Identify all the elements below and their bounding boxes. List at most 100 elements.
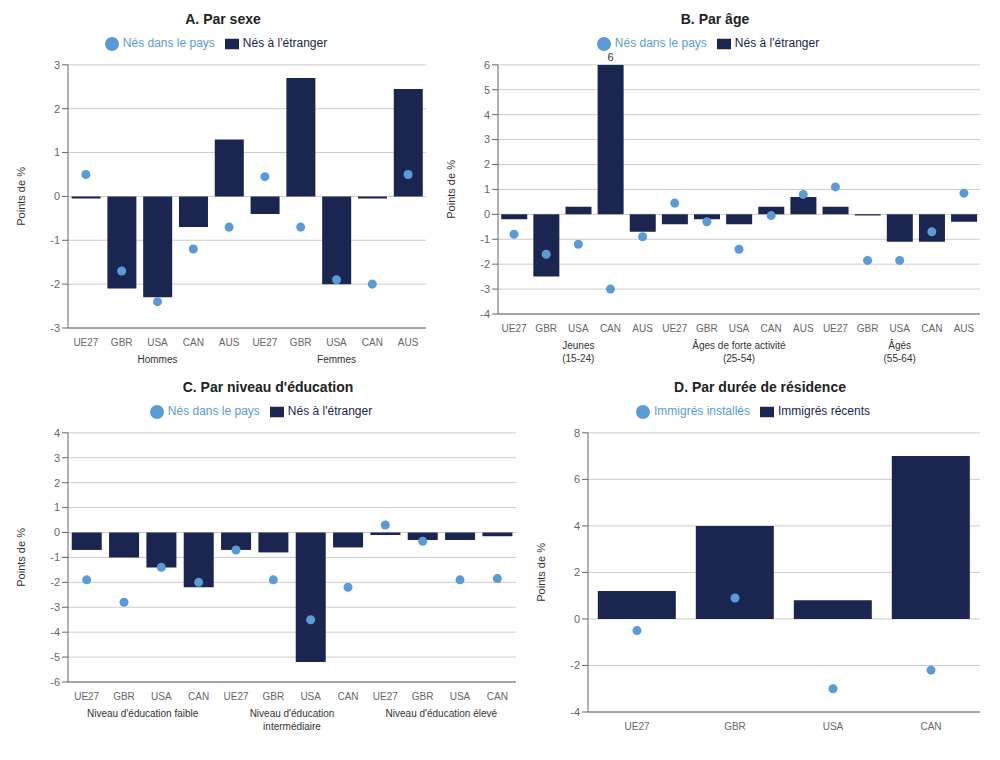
svg-text:-1: -1 — [480, 233, 490, 245]
svg-text:-2: -2 — [480, 258, 490, 270]
svg-text:-2: -2 — [570, 659, 580, 671]
svg-text:-4: -4 — [570, 706, 580, 718]
svg-text:UE27: UE27 — [662, 323, 687, 334]
svg-text:AUS: AUS — [632, 323, 653, 334]
svg-text:1: 1 — [484, 183, 490, 195]
html-text:Nés à l'étranger: Nés à l'étranger — [242, 36, 328, 50]
svg-text:-2: -2 — [50, 278, 60, 290]
svg-text:GBR: GBR — [111, 337, 133, 348]
svg-text:GBR: GBR — [535, 323, 557, 334]
svg-text:4: 4 — [54, 427, 60, 439]
svg-text:6: 6 — [574, 473, 580, 485]
svg-text:UE27: UE27 — [373, 691, 398, 702]
svg-text:4: 4 — [484, 109, 490, 121]
svg-text:2: 2 — [484, 158, 490, 170]
html-text:D. Par durée de résidence: D. Par durée de résidence — [674, 379, 846, 395]
svg-text:6: 6 — [484, 59, 490, 71]
svg-text:-4: -4 — [480, 308, 490, 320]
svg-text:USA: USA — [568, 323, 589, 334]
svg-text:CAN: CAN — [337, 691, 358, 702]
svg-text:2: 2 — [54, 103, 60, 115]
svg-text:CAN: CAN — [761, 323, 782, 334]
svg-text:-3: -3 — [50, 601, 60, 613]
svg-text:USA: USA — [300, 691, 321, 702]
svg-text:Points de %: Points de % — [15, 167, 27, 226]
svg-text:CAN: CAN — [362, 337, 383, 348]
svg-text:GBR: GBR — [696, 323, 718, 334]
svg-text:CAN: CAN — [188, 691, 209, 702]
html-text:C. Par niveau d'éducation: C. Par niveau d'éducation — [182, 379, 354, 395]
html-text:Nés dans le pays: Nés dans le pays — [122, 36, 215, 50]
svg-text:-2: -2 — [50, 576, 60, 588]
svg-text:-6: -6 — [50, 676, 60, 688]
svg-text:Âgés: Âgés — [888, 339, 911, 351]
svg-text:GBR: GBR — [262, 691, 284, 702]
svg-text:0: 0 — [54, 190, 60, 202]
svg-text:USA: USA — [147, 337, 168, 348]
svg-text:UE27: UE27 — [73, 337, 98, 348]
svg-text:2: 2 — [574, 566, 580, 578]
svg-text:CAN: CAN — [487, 691, 508, 702]
svg-text:8: 8 — [574, 427, 580, 439]
html-text:A. Par sexe: A. Par sexe — [185, 11, 261, 27]
svg-text:CAN: CAN — [600, 323, 621, 334]
svg-text:5: 5 — [484, 84, 490, 96]
svg-text:1: 1 — [54, 501, 60, 513]
svg-text:Niveau d'éducation: Niveau d'éducation — [250, 708, 335, 719]
svg-text:UE27: UE27 — [502, 323, 527, 334]
svg-text:GBR: GBR — [724, 721, 746, 732]
svg-text:Âges de forte activité: Âges de forte activité — [692, 339, 786, 351]
svg-text:UE27: UE27 — [624, 721, 649, 732]
svg-text:Points de %: Points de % — [535, 543, 547, 602]
svg-text:GBR: GBR — [290, 337, 312, 348]
svg-text:UE27: UE27 — [823, 323, 848, 334]
svg-text:GBR: GBR — [857, 323, 879, 334]
svg-text:USA: USA — [450, 691, 471, 702]
svg-text:6: 6 — [608, 51, 614, 63]
svg-text:4: 4 — [574, 520, 580, 532]
svg-text:Jeunes: Jeunes — [562, 340, 594, 351]
svg-text:Hommes: Hommes — [137, 354, 177, 365]
svg-text:0: 0 — [484, 208, 490, 220]
svg-text:AUS: AUS — [219, 337, 240, 348]
svg-text:-1: -1 — [50, 234, 60, 246]
svg-text:CAN: CAN — [183, 337, 204, 348]
svg-text:-3: -3 — [480, 283, 490, 295]
svg-text:Niveau d'éducation élevé: Niveau d'éducation élevé — [386, 708, 498, 719]
svg-text:-1: -1 — [50, 551, 60, 563]
svg-text:(15-24): (15-24) — [562, 353, 594, 364]
svg-text:2: 2 — [54, 477, 60, 489]
svg-text:CAN: CAN — [920, 721, 941, 732]
svg-text:USA: USA — [823, 721, 844, 732]
svg-text:-4: -4 — [50, 626, 60, 638]
svg-text:GBR: GBR — [412, 691, 434, 702]
svg-text:Niveau d'éducation faible: Niveau d'éducation faible — [87, 708, 199, 719]
svg-text:0: 0 — [54, 526, 60, 538]
svg-text:AUS: AUS — [793, 323, 814, 334]
svg-text:3: 3 — [54, 59, 60, 71]
svg-text:3: 3 — [54, 452, 60, 464]
svg-text:Femmes: Femmes — [317, 354, 356, 365]
svg-text:USA: USA — [326, 337, 347, 348]
svg-text:USA: USA — [729, 323, 750, 334]
svg-text:AUS: AUS — [954, 323, 975, 334]
svg-text:-5: -5 — [50, 651, 60, 663]
svg-text:CAN: CAN — [921, 323, 942, 334]
svg-text:Points de %: Points de % — [445, 160, 457, 219]
svg-text:GBR: GBR — [113, 691, 135, 702]
svg-text:AUS: AUS — [398, 337, 419, 348]
svg-text:UE27: UE27 — [74, 691, 99, 702]
svg-text:intermédiaire: intermédiaire — [263, 721, 321, 732]
svg-text:UE27: UE27 — [223, 691, 248, 702]
svg-text:-3: -3 — [50, 322, 60, 334]
svg-text:(25-54): (25-54) — [723, 353, 755, 364]
svg-text:1: 1 — [54, 146, 60, 158]
svg-text:0: 0 — [574, 613, 580, 625]
svg-text:USA: USA — [889, 323, 910, 334]
svg-text:(55-64): (55-64) — [884, 353, 916, 364]
html-text:B. Par âge: B. Par âge — [680, 11, 750, 27]
svg-text:USA: USA — [151, 691, 172, 702]
svg-text:3: 3 — [484, 133, 490, 145]
svg-text:Points de %: Points de % — [15, 528, 27, 587]
svg-text:UE27: UE27 — [252, 337, 277, 348]
